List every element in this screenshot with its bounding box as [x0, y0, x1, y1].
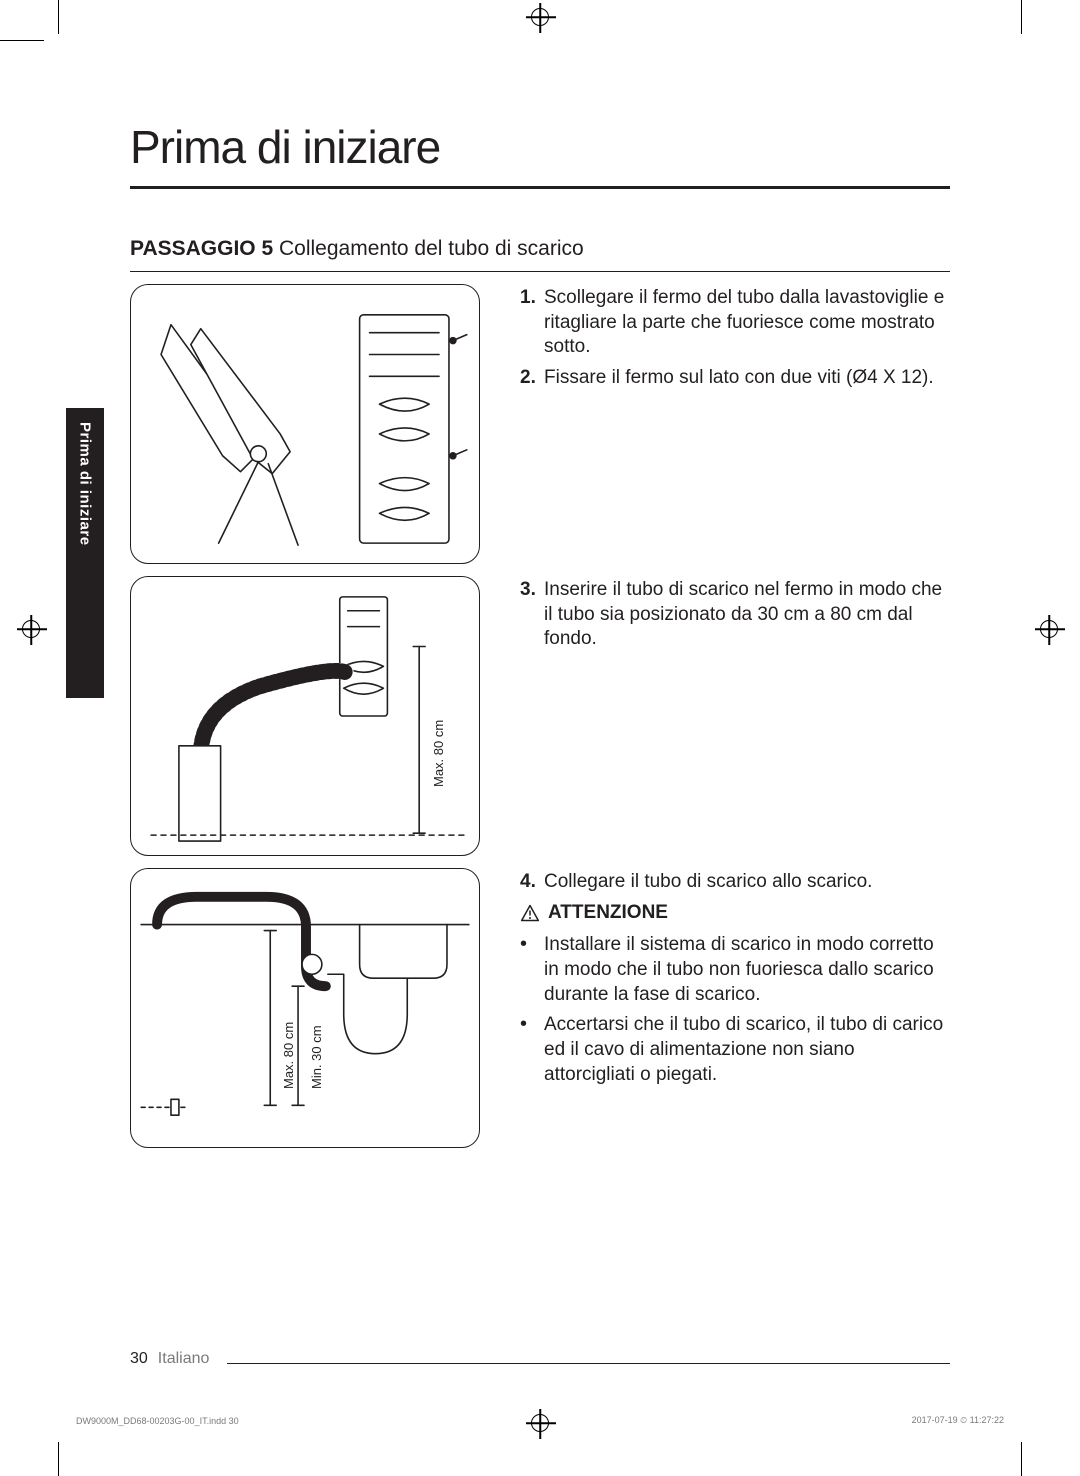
registration-mark-icon	[531, 8, 549, 26]
instruction-row: Max. 80 cm 3. Inserire il tubo di scaric…	[130, 576, 950, 856]
step-item: 1. Scollegare il fermo del tubo dalla la…	[520, 286, 950, 360]
step-number: 3.	[520, 578, 544, 652]
attention-heading: ATTENZIONE	[520, 901, 950, 926]
bullet-text: Accertarsi che il tubo di scarico, il tu…	[544, 1013, 950, 1087]
step-title: Collegamento del tubo di scarico	[279, 237, 584, 260]
page-number: 30	[130, 1350, 148, 1368]
section-rule	[130, 271, 950, 272]
side-tab-label: Prima di iniziare	[77, 422, 94, 546]
crop-mark	[58, 0, 59, 34]
figure-hose-bracket: Max. 80 cm	[130, 576, 480, 856]
figure-pliers-bracket	[130, 284, 480, 564]
section: PASSAGGIO 5 Collegamento del tubo di sca…	[130, 237, 950, 1148]
crop-mark	[1021, 1442, 1022, 1476]
registration-mark-icon	[1040, 620, 1058, 638]
bullet-item: Installare il sistema di scarico in modo…	[520, 933, 950, 1007]
step-number: 4.	[520, 870, 544, 895]
imprint-filename: DW9000M_DD68-00203G-00_IT.indd 30	[76, 1416, 239, 1426]
registration-mark-icon	[531, 1414, 549, 1432]
page-language: Italiano	[158, 1350, 210, 1368]
page-title: Prima di iniziare	[130, 120, 950, 182]
crop-mark	[0, 40, 44, 41]
page-content: Prima di iniziare PASSAGGIO 5 Collegamen…	[130, 120, 950, 1160]
step-text: Collegare il tubo di scarico allo scaric…	[544, 870, 950, 895]
bullet-text: Installare il sistema di scarico in modo…	[544, 933, 950, 1007]
dimension-min-label: Min. 30 cm	[309, 1025, 324, 1089]
bullet-item: Accertarsi che il tubo di scarico, il tu…	[520, 1013, 950, 1087]
figure-sink-trap: Max. 80 cm Min. 30 cm	[130, 868, 480, 1148]
rows: 1. Scollegare il fermo del tubo dalla la…	[130, 284, 950, 1148]
step-number: 2.	[520, 366, 544, 391]
step-text: Scollegare il fermo del tubo dalla lavas…	[544, 286, 950, 360]
diagram-icon	[131, 577, 479, 855]
step-item: 3. Inserire il tubo di scarico nel fermo…	[520, 578, 950, 652]
section-heading: PASSAGGIO 5 Collegamento del tubo di sca…	[130, 237, 950, 271]
crop-mark	[1021, 0, 1022, 34]
footer-rule	[227, 1363, 950, 1364]
instruction-row: Max. 80 cm Min. 30 cm 4. Collegare il tu…	[130, 868, 950, 1148]
attention-label: ATTENZIONE	[548, 901, 668, 926]
page-footer: 30 Italiano	[130, 1350, 950, 1368]
title-rule	[130, 186, 950, 189]
dimension-max-label: Max. 80 cm	[431, 720, 446, 787]
step-item: 4. Collegare il tubo di scarico allo sca…	[520, 870, 950, 895]
side-tab: Prima di iniziare	[66, 408, 104, 698]
crop-mark	[58, 1442, 59, 1476]
diagram-icon	[131, 285, 479, 563]
diagram-icon	[131, 869, 479, 1147]
step-number: 1.	[520, 286, 544, 360]
dimension-max-label: Max. 80 cm	[281, 1022, 296, 1089]
instruction-row: 1. Scollegare il fermo del tubo dalla la…	[130, 284, 950, 564]
step-item: 2. Fissare il fermo sul lato con due vit…	[520, 366, 950, 391]
warning-icon	[520, 903, 540, 923]
imprint-timestamp: 2017-07-19 ⏲ 11:27:22	[912, 1415, 1004, 1426]
instruction-text: 4. Collegare il tubo di scarico allo sca…	[520, 868, 950, 1094]
instruction-text: 3. Inserire il tubo di scarico nel fermo…	[520, 576, 950, 658]
step-text: Fissare il fermo sul lato con due viti (…	[544, 366, 950, 391]
instruction-text: 1. Scollegare il fermo del tubo dalla la…	[520, 284, 950, 397]
registration-mark-icon	[22, 620, 40, 638]
step-text: Inserire il tubo di scarico nel fermo in…	[544, 578, 950, 652]
step-prefix: PASSAGGIO 5	[130, 237, 273, 260]
